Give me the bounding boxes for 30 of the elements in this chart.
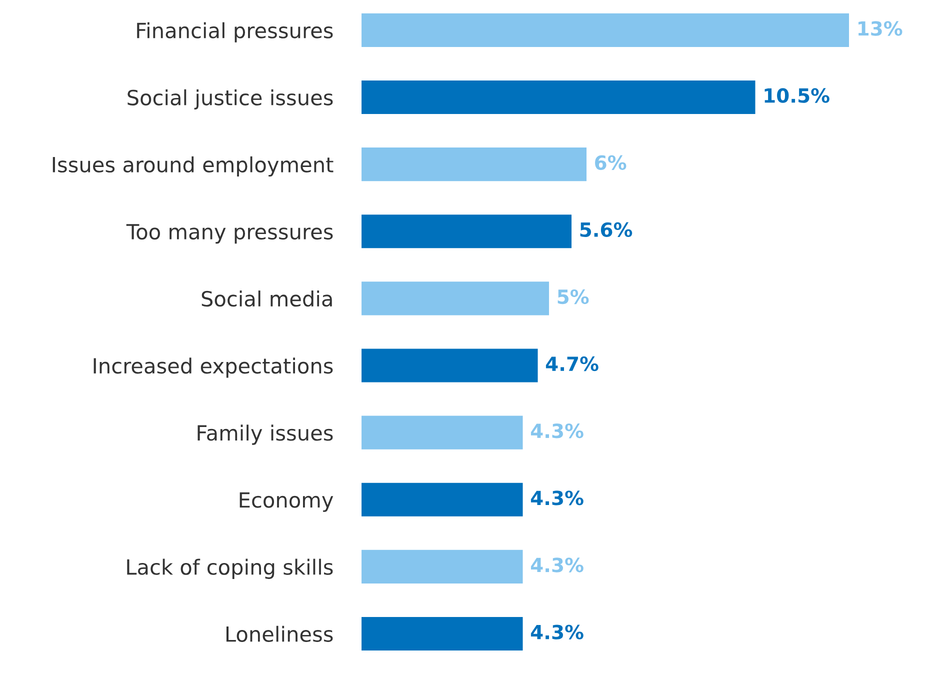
data-label: 10.5% <box>764 88 830 103</box>
bar <box>362 148 587 182</box>
y-tick-label: Too many pressures <box>126 224 333 244</box>
bar <box>362 282 550 316</box>
bar <box>362 416 523 450</box>
y-tick-label: Lack of coping skills <box>127 558 333 579</box>
data-label: 4.3% <box>530 424 584 438</box>
bar <box>362 550 523 584</box>
bar <box>362 80 756 114</box>
y-tick-label: Loneliness <box>226 626 333 642</box>
data-label: 4.3% <box>530 490 584 506</box>
data-label: 4.3% <box>530 558 584 572</box>
bar <box>362 348 538 382</box>
y-tick-label: Increased expectations <box>94 358 333 378</box>
data-label: 5% <box>558 289 589 304</box>
bar <box>362 214 572 248</box>
data-label: 5.6% <box>580 222 632 238</box>
y-tick-label: Social justice issues <box>128 89 333 110</box>
data-label: 4.3% <box>530 624 584 640</box>
y-tick-label: Economy <box>240 492 334 512</box>
data-label: 13% <box>858 21 902 36</box>
y-tick-label: Financial pressures <box>137 22 333 42</box>
y-tick-label: Issues around employment <box>52 156 334 177</box>
bar <box>362 13 850 47</box>
y-tick-label: Social media <box>202 290 332 307</box>
bar <box>362 482 523 516</box>
data-label: 4.7% <box>546 356 598 372</box>
data-label: 6% <box>595 155 626 170</box>
y-tick-label: Family issues <box>198 424 333 445</box>
bar <box>362 616 523 651</box>
